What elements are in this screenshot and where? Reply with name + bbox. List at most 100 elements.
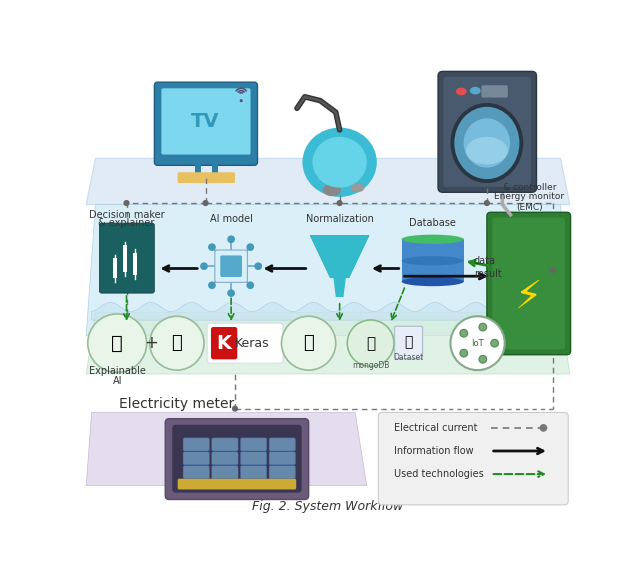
Ellipse shape bbox=[466, 137, 508, 165]
Ellipse shape bbox=[402, 235, 463, 244]
Ellipse shape bbox=[402, 256, 463, 265]
FancyBboxPatch shape bbox=[183, 466, 209, 479]
Ellipse shape bbox=[460, 349, 468, 357]
Text: mongoDB: mongoDB bbox=[352, 361, 389, 370]
Text: AI model: AI model bbox=[210, 214, 253, 224]
Ellipse shape bbox=[227, 235, 235, 243]
FancyBboxPatch shape bbox=[207, 323, 283, 363]
Bar bbox=[123, 246, 127, 272]
Ellipse shape bbox=[124, 200, 129, 206]
Text: Decision maker: Decision maker bbox=[89, 210, 164, 220]
Text: 🍃: 🍃 bbox=[366, 336, 375, 351]
Ellipse shape bbox=[88, 314, 147, 372]
Text: 🐍: 🐍 bbox=[172, 334, 182, 352]
Text: Fig. 2. System Workflow: Fig. 2. System Workflow bbox=[252, 499, 404, 513]
FancyBboxPatch shape bbox=[211, 327, 237, 359]
FancyBboxPatch shape bbox=[183, 452, 209, 465]
Text: Electrical current: Electrical current bbox=[394, 423, 477, 433]
FancyBboxPatch shape bbox=[212, 438, 238, 451]
Ellipse shape bbox=[451, 316, 505, 370]
Ellipse shape bbox=[470, 87, 481, 94]
FancyBboxPatch shape bbox=[154, 82, 257, 165]
Polygon shape bbox=[86, 313, 570, 374]
FancyBboxPatch shape bbox=[269, 438, 296, 451]
Text: K: K bbox=[217, 333, 232, 353]
FancyBboxPatch shape bbox=[492, 218, 565, 349]
Text: Dataset: Dataset bbox=[394, 353, 424, 363]
FancyBboxPatch shape bbox=[212, 452, 238, 465]
Polygon shape bbox=[86, 205, 570, 335]
Ellipse shape bbox=[239, 99, 243, 102]
Ellipse shape bbox=[150, 316, 204, 370]
FancyBboxPatch shape bbox=[183, 438, 209, 451]
Ellipse shape bbox=[246, 281, 254, 289]
Text: ⚡: ⚡ bbox=[515, 278, 542, 316]
FancyBboxPatch shape bbox=[438, 72, 536, 192]
Ellipse shape bbox=[348, 320, 394, 366]
Ellipse shape bbox=[208, 281, 216, 289]
FancyBboxPatch shape bbox=[241, 466, 267, 479]
Ellipse shape bbox=[246, 243, 254, 251]
FancyBboxPatch shape bbox=[99, 223, 154, 293]
Text: (EMC): (EMC) bbox=[516, 203, 543, 212]
Ellipse shape bbox=[463, 118, 510, 168]
Bar bbox=[402, 239, 463, 282]
FancyBboxPatch shape bbox=[269, 452, 296, 465]
Text: Used technologies: Used technologies bbox=[394, 469, 484, 479]
Polygon shape bbox=[333, 278, 346, 297]
Text: Normalization: Normalization bbox=[306, 214, 374, 224]
Text: 📋: 📋 bbox=[404, 335, 413, 349]
Ellipse shape bbox=[254, 262, 262, 270]
FancyBboxPatch shape bbox=[241, 452, 267, 465]
Ellipse shape bbox=[479, 323, 486, 331]
Bar bbox=[132, 253, 138, 275]
FancyBboxPatch shape bbox=[269, 466, 296, 479]
FancyBboxPatch shape bbox=[444, 77, 531, 187]
Text: & controller: & controller bbox=[503, 183, 556, 191]
FancyBboxPatch shape bbox=[378, 413, 568, 505]
Ellipse shape bbox=[337, 200, 343, 206]
Ellipse shape bbox=[550, 267, 556, 273]
FancyBboxPatch shape bbox=[487, 212, 571, 355]
FancyBboxPatch shape bbox=[165, 418, 308, 499]
Ellipse shape bbox=[479, 356, 486, 363]
Ellipse shape bbox=[282, 316, 336, 370]
FancyBboxPatch shape bbox=[241, 438, 267, 451]
Ellipse shape bbox=[208, 243, 216, 251]
FancyBboxPatch shape bbox=[172, 425, 301, 492]
Text: data: data bbox=[474, 256, 496, 266]
Text: & explainer: & explainer bbox=[99, 218, 155, 228]
Bar bbox=[113, 258, 117, 278]
Ellipse shape bbox=[454, 107, 520, 179]
Bar bbox=[195, 162, 201, 176]
Ellipse shape bbox=[402, 277, 463, 286]
Ellipse shape bbox=[323, 184, 341, 196]
Ellipse shape bbox=[232, 406, 238, 411]
FancyBboxPatch shape bbox=[220, 255, 242, 277]
Text: 🐍: 🐍 bbox=[303, 334, 314, 352]
Text: +: + bbox=[145, 334, 158, 352]
Ellipse shape bbox=[348, 320, 394, 366]
Polygon shape bbox=[310, 235, 369, 278]
Text: TV: TV bbox=[191, 112, 220, 131]
Ellipse shape bbox=[200, 262, 208, 270]
Ellipse shape bbox=[202, 200, 209, 206]
Text: Information flow: Information flow bbox=[394, 446, 474, 456]
Bar bbox=[212, 162, 218, 176]
Ellipse shape bbox=[312, 137, 367, 187]
Text: Explainable: Explainable bbox=[89, 366, 146, 377]
FancyBboxPatch shape bbox=[212, 466, 238, 479]
Text: Electricity meter: Electricity meter bbox=[119, 397, 234, 411]
Text: 🧠: 🧠 bbox=[111, 333, 123, 353]
Ellipse shape bbox=[351, 183, 364, 192]
Ellipse shape bbox=[460, 329, 468, 337]
Text: result: result bbox=[474, 269, 502, 279]
Polygon shape bbox=[86, 158, 570, 205]
Ellipse shape bbox=[540, 424, 547, 432]
FancyBboxPatch shape bbox=[178, 172, 235, 183]
FancyBboxPatch shape bbox=[178, 479, 296, 489]
FancyBboxPatch shape bbox=[215, 250, 248, 282]
Polygon shape bbox=[92, 303, 561, 320]
FancyBboxPatch shape bbox=[395, 327, 422, 359]
Ellipse shape bbox=[491, 339, 499, 347]
